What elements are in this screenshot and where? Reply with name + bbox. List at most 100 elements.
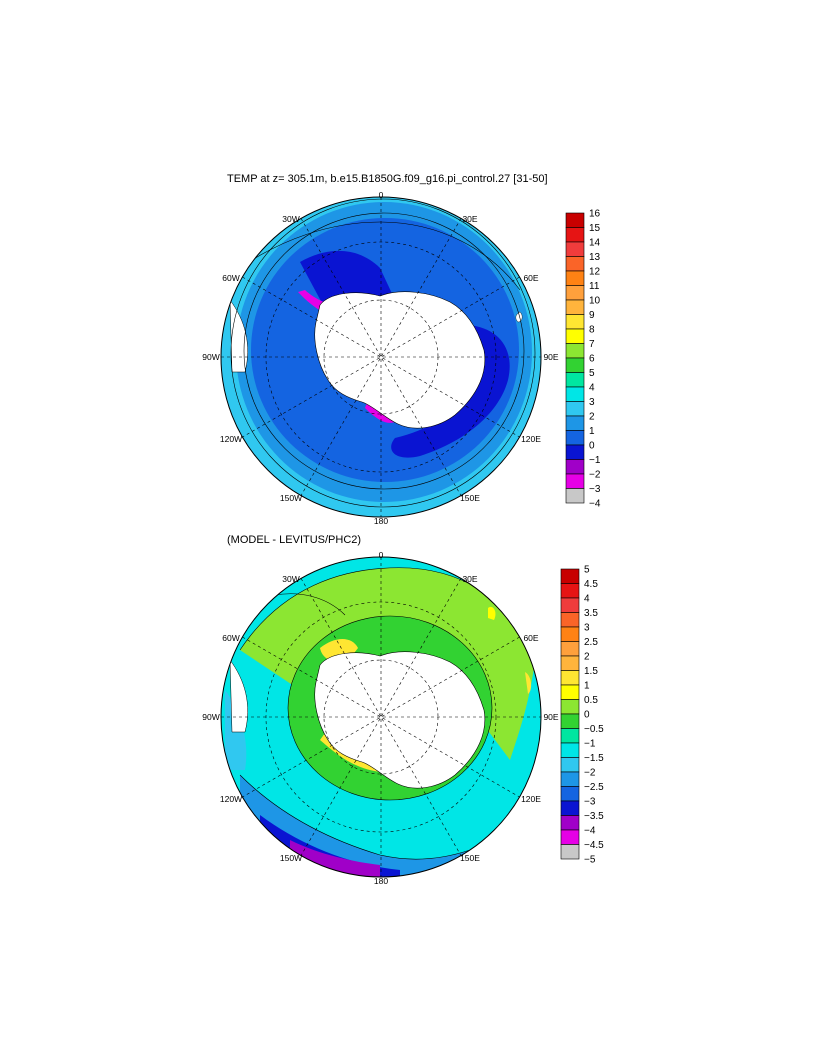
colorbar-tick-label: −3 (589, 484, 601, 495)
lon-label-150w: 150W (280, 493, 302, 503)
colorbar-tick-label: 3.5 (584, 608, 598, 619)
colorbar-swatch (560, 568, 580, 584)
colorbar-tick-label: 0 (589, 441, 595, 452)
colorbar-tick-label: −4.5 (584, 840, 604, 851)
panel-1-map (221, 197, 541, 517)
map-graticule (221, 197, 541, 517)
colorbar-tick-label: 0.5 (584, 695, 598, 706)
lon-label-180: 180 (374, 876, 388, 886)
colorbar-tick-label: 16 (589, 209, 601, 220)
colorbar-tick-label: 2.5 (584, 637, 598, 648)
lon-label-180: 180 (374, 516, 388, 526)
colorbar-tick-label: 11 (589, 281, 600, 292)
lon-label-30w: 30W (282, 574, 299, 584)
lon-label-0: 0 (379, 550, 384, 560)
lon-label-60e: 60E (523, 273, 538, 283)
colorbar-swatch (565, 314, 585, 330)
colorbar-tick-label: 1.5 (584, 666, 598, 677)
panel-1-longitude-labels: 0 30E 60E 90E 120E 150E 180 150W 120W 90… (202, 190, 559, 526)
map-antarctica-land (314, 291, 486, 429)
panel-temperature: TEMP at z= 305.1m, b.e15.B1850G.f09_g16.… (202, 173, 601, 526)
lon-label-120e: 120E (521, 794, 541, 804)
lon-label-60e: 60E (523, 633, 538, 643)
colorbar-swatch (560, 597, 580, 613)
colorbar-swatch (560, 757, 580, 773)
colorbar-tick-label: −4 (584, 826, 596, 837)
colorbar-tick-label: 6 (589, 354, 595, 365)
panel-2-longitude-labels: 0 30E 60E 90E 120E 150E 180 150W 120W 90… (202, 550, 559, 886)
colorbar-swatch (560, 670, 580, 686)
colorbar-swatch (565, 488, 585, 504)
colorbar-tick-label: 1 (584, 681, 590, 692)
colorbar-swatch (565, 444, 585, 460)
colorbar-tick-label: −5 (584, 855, 596, 866)
colorbar-tick-label: 13 (589, 252, 601, 263)
colorbar-swatch (565, 386, 585, 402)
colorbar-tick-label: −3 (584, 797, 596, 808)
lon-label-150e: 150E (460, 853, 480, 863)
lon-label-120e: 120E (521, 434, 541, 444)
colorbar-swatch (565, 299, 585, 315)
colorbar-tick-label: −1.5 (584, 753, 604, 764)
colorbar-swatch (560, 583, 580, 599)
colorbar-tick-label: 3 (584, 623, 590, 634)
colorbar-tick-label: 12 (589, 267, 601, 278)
colorbar-swatch (560, 713, 580, 729)
colorbar-tick-label: 4 (589, 383, 595, 394)
colorbar-tick-label: −4 (589, 499, 601, 510)
colorbar-swatch (560, 815, 580, 831)
colorbar-tick-label: −2.5 (584, 782, 604, 793)
map-contours (230, 198, 536, 508)
colorbar-swatch (565, 212, 585, 228)
map-1-border (220, 196, 542, 518)
colorbar-tick-label: 14 (589, 238, 601, 249)
panel-1-title: TEMP at z= 305.1m, b.e15.B1850G.f09_g16.… (227, 173, 548, 185)
map-2-border (220, 556, 542, 878)
colorbar-tick-label: 8 (589, 325, 595, 336)
lon-label-30e: 30E (462, 214, 477, 224)
colorbar-tick-label: 15 (589, 223, 601, 234)
colorbar-swatch (565, 415, 585, 431)
colorbar-swatch (565, 241, 585, 257)
colorbar-tick-label: 1 (589, 426, 595, 437)
colorbar-tick-label: 4 (584, 594, 590, 605)
colorbar-swatch (565, 401, 585, 417)
colorbar-swatch (560, 800, 580, 816)
lon-label-90w: 90W (202, 352, 219, 362)
lon-label-150w: 150W (280, 853, 302, 863)
colorbar-swatch (565, 343, 585, 359)
lon-label-30w: 30W (282, 214, 299, 224)
map-south-america-land (229, 299, 248, 373)
panel-2-title: (MODEL - LEVITUS/PHC2) (227, 534, 361, 546)
colorbar-swatch (565, 430, 585, 446)
colorbar-swatch (560, 626, 580, 642)
colorbar-tick-label: 7 (589, 339, 595, 350)
colorbar-swatch (565, 270, 585, 286)
colorbar-tick-label: −2 (589, 470, 601, 481)
map-region-plus1p5-60e (525, 672, 532, 694)
panel-difference: (MODEL - LEVITUS/PHC2) (202, 534, 604, 886)
lon-label-120w: 120W (220, 434, 242, 444)
colorbar-swatch (565, 328, 585, 344)
lon-label-90e: 90E (543, 352, 558, 362)
lon-label-90e: 90E (543, 712, 558, 722)
colorbar-tick-label: 2 (584, 652, 590, 663)
lon-label-90w: 90W (202, 712, 219, 722)
colorbar-swatch (565, 357, 585, 373)
lon-label-60w: 60W (222, 633, 239, 643)
colorbar-swatch (565, 459, 585, 475)
colorbar-tick-label: 10 (589, 296, 601, 307)
colorbar-swatch (560, 829, 580, 845)
colorbar-swatch (565, 256, 585, 272)
colorbar-swatch (560, 684, 580, 700)
colorbar-swatch (560, 699, 580, 715)
map-graticule-2 (221, 557, 541, 877)
colorbar-swatch (560, 786, 580, 802)
lon-label-120w: 120W (220, 794, 242, 804)
colorbar-tick-label: −2 (584, 768, 596, 779)
map-antarctica-land-2 (314, 651, 486, 789)
map-south-america-land-2 (229, 659, 248, 733)
colorbar-tick-label: −1 (589, 455, 601, 466)
